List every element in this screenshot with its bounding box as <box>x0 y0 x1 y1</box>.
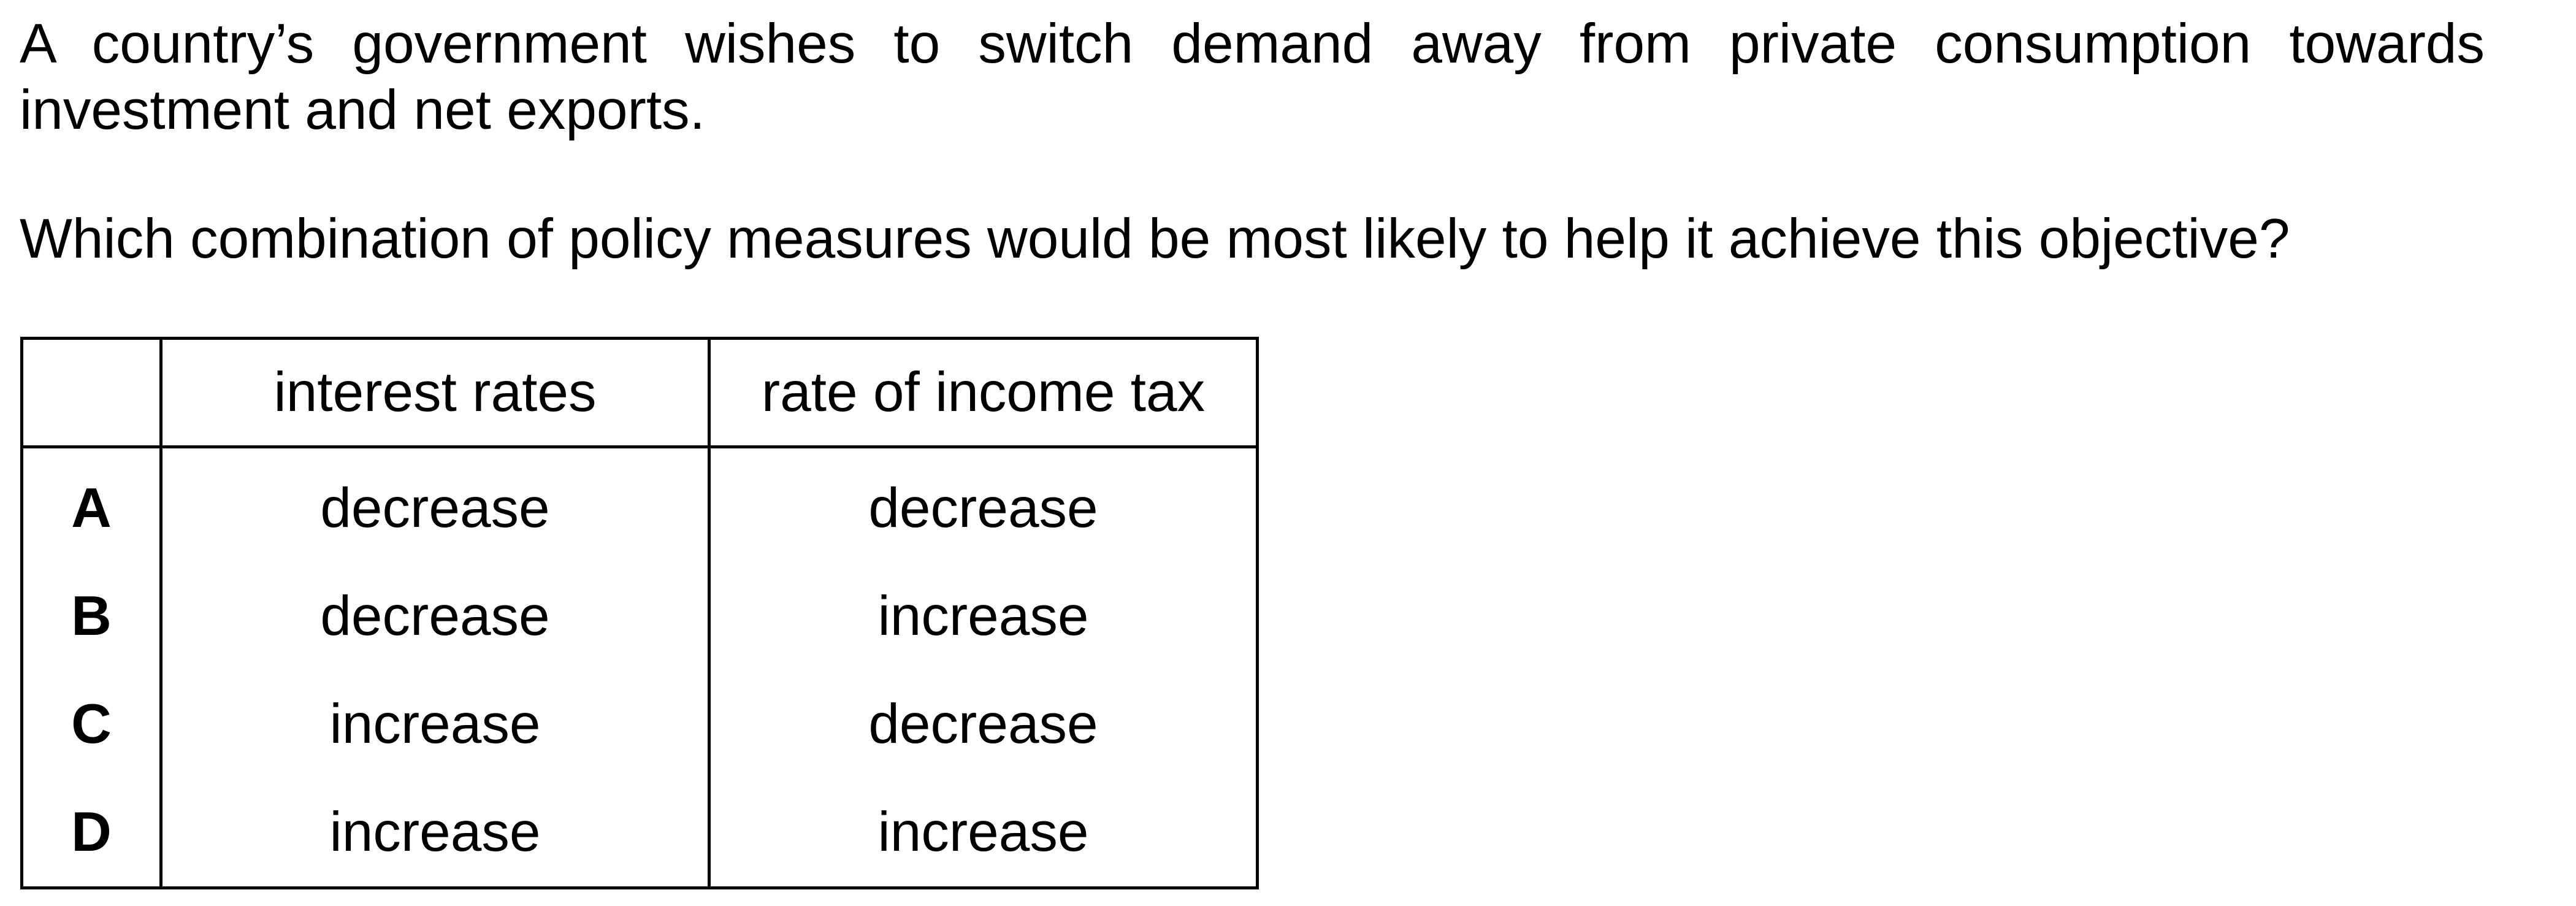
option-letter: C <box>20 670 162 778</box>
table-row: A decrease decrease <box>20 447 1259 562</box>
option-letter: A <box>20 447 162 562</box>
income-tax-cell: increase <box>708 778 1259 889</box>
header-interest-rates: interest rates <box>159 337 711 448</box>
header-rate-of-income-tax: rate of income tax <box>708 337 1259 448</box>
interest-rates-cell: increase <box>159 670 711 778</box>
question-prompt: Which combination of policy measures wou… <box>20 208 2290 270</box>
income-tax-cell: decrease <box>708 670 1259 778</box>
interest-rates-cell: increase <box>159 778 711 889</box>
table-row: D increase increase <box>20 778 1259 889</box>
question-stem: A country’s government wishes to switch … <box>20 13 2485 141</box>
table-row: C increase decrease <box>20 670 1259 778</box>
table-header-row: interest rates rate of income tax <box>20 337 1259 448</box>
income-tax-cell: increase <box>708 562 1259 670</box>
interest-rates-cell: decrease <box>159 562 711 670</box>
options-table: interest rates rate of income tax A decr… <box>20 337 1259 889</box>
interest-rates-cell: decrease <box>159 447 711 562</box>
income-tax-cell: decrease <box>708 447 1259 562</box>
option-letter: D <box>20 778 162 889</box>
header-blank-cell <box>20 337 162 448</box>
question-text-block: A country’s government wishes to switch … <box>20 11 2485 272</box>
option-letter: B <box>20 562 162 670</box>
table-row: B decrease increase <box>20 562 1259 670</box>
